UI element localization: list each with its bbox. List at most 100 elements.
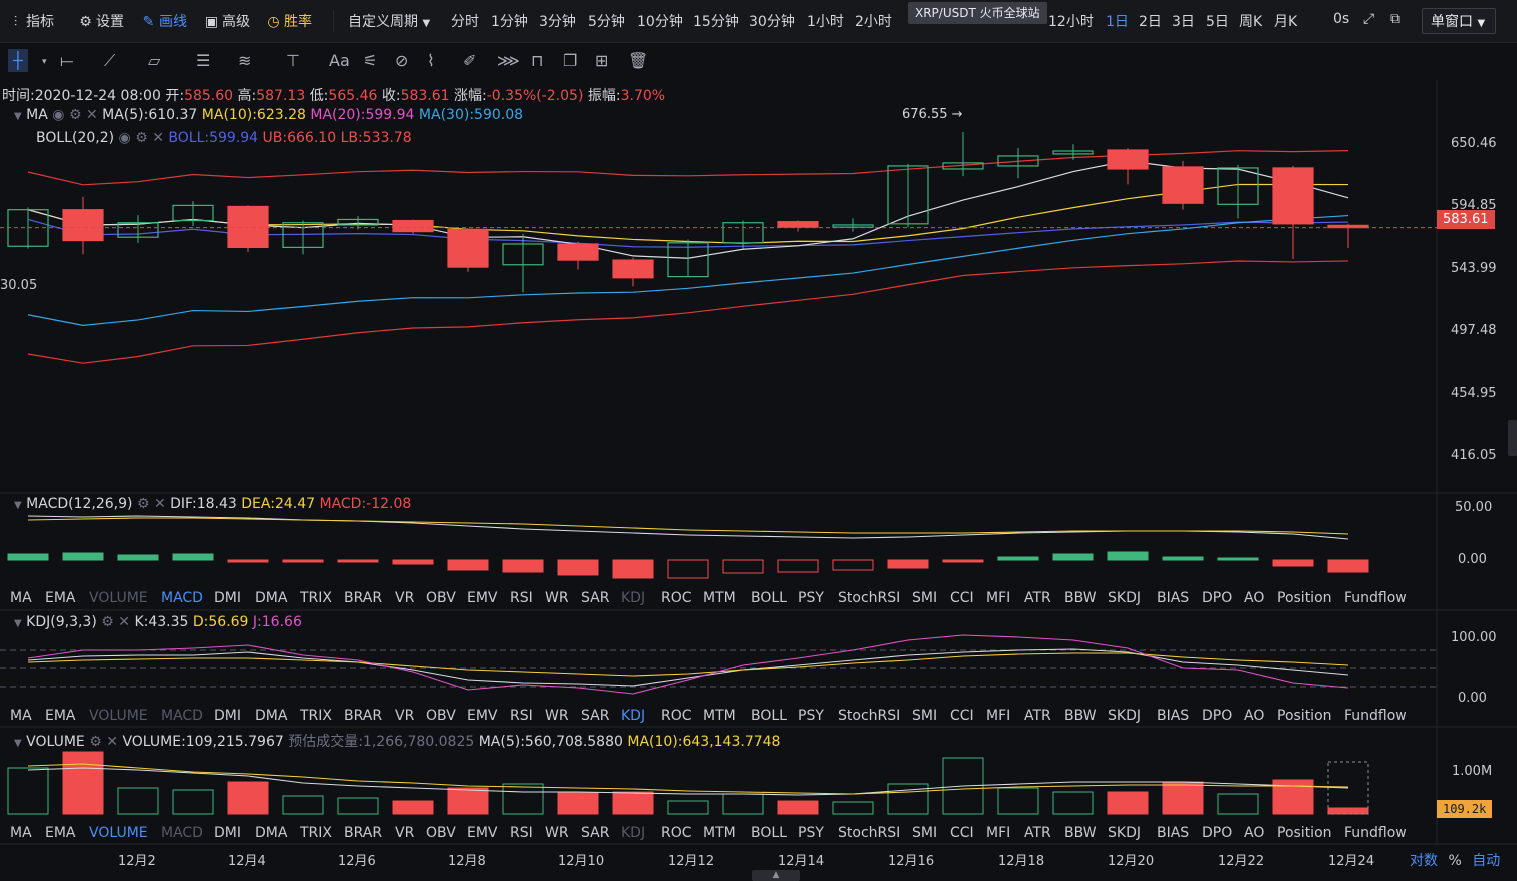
collapse-caret-icon[interactable]: ▼ (14, 500, 22, 511)
indicator-tab-rsi[interactable]: RSI (510, 825, 533, 841)
period-0[interactable]: 分时 (451, 14, 479, 30)
close-icon[interactable]: ✕ (106, 734, 118, 750)
indicator-tab-stochrsi[interactable]: StochRSI (838, 590, 901, 606)
indicator-tab-ma[interactable]: MA (10, 708, 32, 724)
indicator-button[interactable]: ⫶ 指标 (8, 11, 54, 31)
indicator-tab-bias[interactable]: BIAS (1157, 708, 1190, 724)
period-15[interactable]: 月K (1274, 14, 1298, 30)
popout-icon[interactable]: ⧉ (1390, 11, 1400, 27)
period-8[interactable]: 2小时 (855, 14, 892, 30)
indicator-tab-psy[interactable]: PSY (798, 825, 824, 841)
indicator-tab-mtm[interactable]: MTM (703, 590, 736, 606)
indicator-tab-dmi[interactable]: DMI (214, 825, 241, 841)
window-mode-select[interactable]: 单窗口 ▼ (1422, 8, 1496, 34)
fib-icon[interactable]: ⊤ (286, 51, 300, 70)
indicator-tab-atr[interactable]: ATR (1024, 708, 1051, 724)
caret-down-icon[interactable]: ▾ (42, 57, 47, 67)
indicator-tab-ma[interactable]: MA (10, 590, 32, 606)
measure-icon[interactable]: ⚟ (363, 51, 378, 70)
indicator-tab-fundflow[interactable]: Fundflow (1344, 708, 1407, 724)
indicator-tab-emv[interactable]: EMV (467, 590, 498, 606)
indicator-tab-brar[interactable]: BRAR (344, 590, 383, 606)
indicator-tab-roc[interactable]: ROC (661, 825, 692, 841)
indicator-tab-sar[interactable]: SAR (581, 825, 610, 841)
trash-icon[interactable]: 🗑 (628, 51, 649, 70)
indicator-tab-dmi[interactable]: DMI (214, 708, 241, 724)
indicator-tab-brar[interactable]: BRAR (344, 825, 383, 841)
gear-icon[interactable]: ⚙ (136, 496, 150, 512)
indicator-tab-ao[interactable]: AO (1244, 590, 1265, 606)
winrate-button[interactable]: ◷ 胜率 (266, 11, 312, 31)
indicator-tab-kdj[interactable]: KDJ (621, 708, 646, 724)
indicator-tab-sar[interactable]: SAR (581, 708, 610, 724)
percent-scale-toggle[interactable]: % (1448, 853, 1462, 869)
indicator-tab-trix[interactable]: TRIX (300, 708, 332, 724)
indicator-tab-emv[interactable]: EMV (467, 825, 498, 841)
indicator-tab-dpo[interactable]: DPO (1202, 825, 1233, 841)
scroll-handle[interactable]: ▲ (752, 870, 800, 881)
text-tool-icon[interactable]: Aa (329, 51, 350, 70)
indicator-tab-dma[interactable]: DMA (255, 708, 288, 724)
period-2[interactable]: 3分钟 (539, 14, 576, 30)
indicator-tab-smi[interactable]: SMI (912, 590, 938, 606)
period-11[interactable]: 2日 (1139, 14, 1162, 30)
indicator-tab-obv[interactable]: OBV (426, 708, 456, 724)
period-9[interactable]: 12小时 (1048, 14, 1094, 30)
indicator-tab-boll[interactable]: BOLL (751, 708, 787, 724)
magnet-icon[interactable]: ⊘ (395, 51, 409, 70)
horizontal-line-icon[interactable]: ⟝ (60, 51, 74, 70)
indicator-tab-ema[interactable]: EMA (45, 708, 76, 724)
indicator-tab-psy[interactable]: PSY (798, 708, 824, 724)
copy-icon[interactable]: ❐ (563, 51, 578, 70)
lock-icon[interactable]: ⊓ (531, 51, 544, 70)
parallelogram-icon[interactable]: ▱ (148, 51, 161, 70)
log-scale-toggle[interactable]: 对数 (1410, 853, 1438, 869)
chart-canvas[interactable] (0, 80, 1517, 881)
wave-icon[interactable]: ≋ (238, 51, 252, 70)
indicator-tab-macd[interactable]: MACD (161, 590, 203, 606)
indicator-tab-stochrsi[interactable]: StochRSI (838, 825, 901, 841)
indicator-tab-kdj[interactable]: KDJ (621, 590, 646, 606)
indicator-tab-dpo[interactable]: DPO (1202, 590, 1233, 606)
indicator-tab-skdj[interactable]: SKDJ (1108, 708, 1141, 724)
indicator-tab-volume[interactable]: VOLUME (89, 590, 148, 606)
ruler-icon[interactable]: ⌇ (427, 51, 435, 70)
indicator-tab-bbw[interactable]: BBW (1064, 590, 1097, 606)
indicator-tab-rsi[interactable]: RSI (510, 590, 533, 606)
indicator-tab-volume[interactable]: VOLUME (89, 708, 148, 724)
indicator-tab-dpo[interactable]: DPO (1202, 708, 1233, 724)
indicator-tab-skdj[interactable]: SKDJ (1108, 825, 1141, 841)
drawing-button[interactable]: ✎ 画线 (141, 11, 187, 31)
indicator-tab-position[interactable]: Position (1277, 708, 1332, 724)
period-7[interactable]: 1小时 (807, 14, 844, 30)
auto-scale-toggle[interactable]: 自动 (1472, 853, 1501, 869)
indicator-tab-volume[interactable]: VOLUME (89, 825, 148, 841)
indicator-tab-brar[interactable]: BRAR (344, 708, 383, 724)
fullscreen-icon[interactable]: ⤢ (1363, 11, 1375, 27)
indicator-tab-dma[interactable]: DMA (255, 825, 288, 841)
period-12[interactable]: 3日 (1172, 14, 1195, 30)
eye-icon[interactable]: ◉ (118, 130, 131, 146)
indicator-tab-ao[interactable]: AO (1244, 825, 1265, 841)
indicator-tab-wr[interactable]: WR (545, 590, 569, 606)
indicator-tab-trix[interactable]: TRIX (300, 590, 332, 606)
indicator-tab-dma[interactable]: DMA (255, 590, 288, 606)
settings-button[interactable]: ⚙ 设置 (78, 11, 124, 31)
eraser-icon[interactable]: ✐ (463, 51, 477, 70)
indicator-tab-macd[interactable]: MACD (161, 708, 203, 724)
indicator-tab-cci[interactable]: CCI (950, 708, 974, 724)
indicator-tab-mfi[interactable]: MFI (986, 590, 1011, 606)
indicator-tab-ao[interactable]: AO (1244, 708, 1265, 724)
indicator-tab-mtm[interactable]: MTM (703, 825, 736, 841)
collapse-caret-icon[interactable]: ▼ (14, 618, 22, 629)
crosshair-icon[interactable]: ┼ (8, 49, 28, 72)
indicator-tab-mtm[interactable]: MTM (703, 708, 736, 724)
indicator-tab-obv[interactable]: OBV (426, 825, 456, 841)
indicator-tab-vr[interactable]: VR (395, 708, 415, 724)
indicator-tab-cci[interactable]: CCI (950, 590, 974, 606)
indicator-tab-ema[interactable]: EMA (45, 825, 76, 841)
indicator-tab-mfi[interactable]: MFI (986, 825, 1011, 841)
indicator-tab-roc[interactable]: ROC (661, 590, 692, 606)
close-icon[interactable]: ✕ (152, 130, 164, 146)
indicator-tab-vr[interactable]: VR (395, 590, 415, 606)
